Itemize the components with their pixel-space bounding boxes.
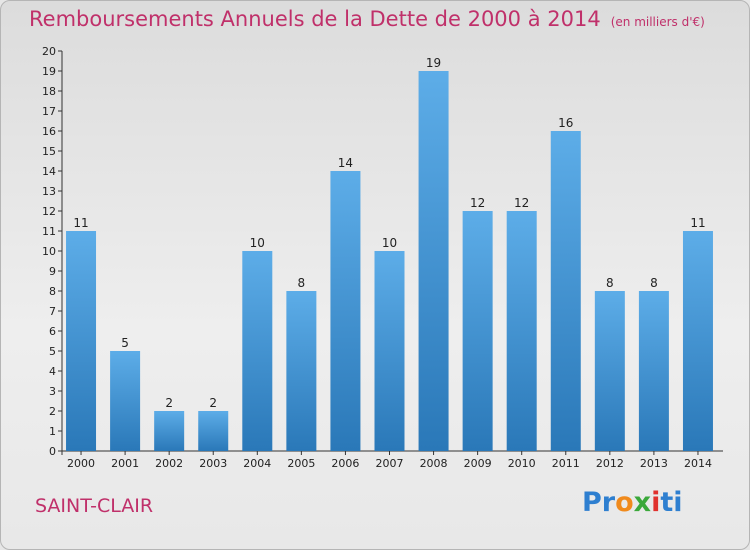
logo-part-5: ti	[660, 487, 683, 518]
y-tick-label: 14	[42, 165, 56, 178]
bar-value-label: 19	[426, 56, 441, 70]
bar-value-label: 11	[73, 216, 88, 230]
y-tick-label: 11	[42, 225, 56, 238]
logo-part-4: i	[651, 487, 661, 518]
bar-2007	[374, 251, 405, 451]
x-tick-label: 2010	[508, 457, 536, 470]
bar-value-label: 2	[165, 396, 173, 410]
x-tick-label: 2009	[464, 457, 492, 470]
y-tick-label: 0	[49, 445, 56, 458]
bar-value-label: 8	[606, 276, 614, 290]
x-tick-label: 2002	[155, 457, 183, 470]
x-tick-label: 2005	[287, 457, 315, 470]
x-tick-label: 2000	[67, 457, 95, 470]
bar-value-label: 2	[209, 396, 217, 410]
bar-2009	[462, 211, 493, 451]
chart-title-text: Remboursements Annuels de la Dette de 20…	[29, 7, 601, 31]
bar-2003	[198, 411, 229, 451]
bar-value-label: 12	[470, 196, 485, 210]
y-tick-label: 8	[49, 285, 56, 298]
x-tick-label: 2004	[243, 457, 271, 470]
y-tick-label: 20	[42, 45, 56, 58]
x-tick-label: 2011	[552, 457, 580, 470]
x-tick-label: 2012	[596, 457, 624, 470]
bar-value-label: 12	[514, 196, 529, 210]
proxiti-logo[interactable]: Proxiti	[582, 487, 683, 518]
y-tick-label: 6	[49, 325, 56, 338]
chart-subtitle: (en milliers d'€)	[610, 15, 705, 29]
bar-2011	[550, 131, 581, 451]
bar-2002	[154, 411, 185, 451]
bar-2004	[242, 251, 273, 451]
x-tick-label: 2014	[684, 457, 712, 470]
y-tick-label: 16	[42, 125, 56, 138]
y-tick-label: 3	[49, 385, 56, 398]
commune-name: SAINT-CLAIR	[35, 495, 154, 517]
x-tick-label: 2001	[111, 457, 139, 470]
y-tick-label: 2	[49, 405, 56, 418]
bar-value-label: 8	[298, 276, 306, 290]
bar-2014	[682, 231, 713, 451]
y-tick-label: 1	[49, 425, 56, 438]
y-tick-label: 12	[42, 205, 56, 218]
chart-title: Remboursements Annuels de la Dette de 20…	[29, 7, 705, 31]
y-tick-label: 17	[42, 105, 56, 118]
y-tick-label: 18	[42, 85, 56, 98]
x-tick-label: 2003	[199, 457, 227, 470]
bar-value-label: 5	[121, 336, 129, 350]
bar-value-label: 11	[690, 216, 705, 230]
y-tick-label: 15	[42, 145, 56, 158]
bar-value-label: 10	[382, 236, 397, 250]
logo-part-3: x	[633, 487, 652, 518]
bar-2013	[638, 291, 669, 451]
logo-part-2: o	[615, 487, 634, 518]
x-tick-label: 2008	[420, 457, 448, 470]
bar-2008	[418, 71, 449, 451]
x-tick-label: 2006	[331, 457, 359, 470]
bar-2012	[594, 291, 625, 451]
y-tick-label: 7	[49, 305, 56, 318]
bar-2006	[330, 171, 361, 451]
bar-2005	[286, 291, 317, 451]
bars	[66, 71, 713, 451]
bar-2010	[506, 211, 537, 451]
bar-2001	[110, 351, 141, 451]
y-tick-label: 10	[42, 245, 56, 258]
bar-value-label: 14	[338, 156, 353, 170]
bar-value-label: 10	[250, 236, 265, 250]
x-tick-label: 2007	[376, 457, 404, 470]
logo-part-1: Pr	[582, 487, 616, 518]
bar-value-label: 16	[558, 116, 573, 130]
y-tick-label: 19	[42, 65, 56, 78]
y-tick-label: 4	[49, 365, 56, 378]
x-tick-label: 2013	[640, 457, 668, 470]
bar-2000	[66, 231, 97, 451]
y-tick-label: 13	[42, 185, 56, 198]
bar-value-label: 8	[650, 276, 658, 290]
y-tick-label: 9	[49, 265, 56, 278]
labels: 0123456789101112131415161718192011200052…	[42, 45, 712, 470]
y-tick-label: 5	[49, 345, 56, 358]
